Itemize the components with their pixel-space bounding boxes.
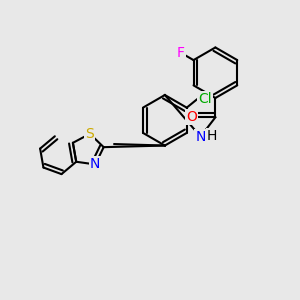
Text: Cl: Cl [198,92,212,106]
Text: F: F [177,46,184,60]
Text: N: N [90,158,101,171]
Text: H: H [207,129,217,143]
Text: S: S [85,127,94,141]
Text: O: O [186,110,197,124]
Text: N: N [195,130,206,144]
